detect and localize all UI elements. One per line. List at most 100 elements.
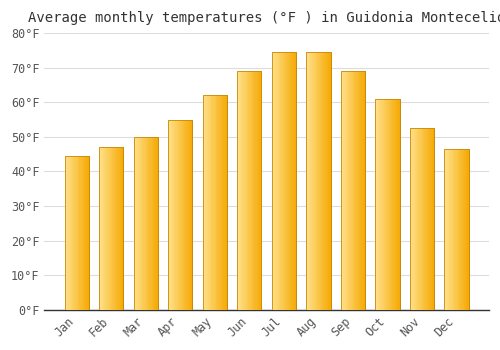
Bar xyxy=(432,128,433,310)
Bar xyxy=(341,71,365,310)
Bar xyxy=(320,52,321,310)
Bar xyxy=(454,149,456,310)
Bar xyxy=(282,52,284,310)
Bar xyxy=(168,120,170,310)
Bar xyxy=(154,137,156,310)
Bar xyxy=(433,128,434,310)
Bar xyxy=(354,71,356,310)
Bar xyxy=(314,52,315,310)
Bar xyxy=(176,120,177,310)
Bar xyxy=(247,71,248,310)
Bar xyxy=(99,147,100,310)
Bar xyxy=(412,128,414,310)
Bar xyxy=(191,120,192,310)
Bar xyxy=(182,120,184,310)
Bar xyxy=(79,156,80,310)
Bar xyxy=(324,52,326,310)
Bar xyxy=(180,120,182,310)
Bar xyxy=(424,128,426,310)
Bar xyxy=(380,99,382,310)
Bar xyxy=(292,52,294,310)
Bar xyxy=(397,99,398,310)
Bar xyxy=(78,156,79,310)
Bar xyxy=(311,52,312,310)
Bar xyxy=(411,128,412,310)
Bar xyxy=(462,149,464,310)
Bar xyxy=(238,71,240,310)
Bar xyxy=(241,71,242,310)
Bar xyxy=(100,147,102,310)
Bar xyxy=(70,156,71,310)
Bar xyxy=(344,71,346,310)
Bar xyxy=(422,128,424,310)
Bar xyxy=(214,96,215,310)
Bar xyxy=(276,52,278,310)
Bar xyxy=(376,99,400,310)
Bar xyxy=(286,52,288,310)
Bar xyxy=(203,96,227,310)
Bar xyxy=(184,120,185,310)
Bar xyxy=(350,71,352,310)
Bar xyxy=(240,71,241,310)
Bar xyxy=(170,120,172,310)
Bar xyxy=(358,71,359,310)
Bar xyxy=(278,52,279,310)
Bar xyxy=(182,120,183,310)
Bar xyxy=(156,137,157,310)
Bar xyxy=(272,52,296,310)
Bar xyxy=(347,71,348,310)
Bar xyxy=(430,128,432,310)
Bar xyxy=(428,128,430,310)
Bar xyxy=(282,52,283,310)
Bar xyxy=(456,149,458,310)
Bar xyxy=(288,52,290,310)
Bar xyxy=(121,147,122,310)
Bar xyxy=(168,120,192,310)
Bar xyxy=(410,128,434,310)
Bar xyxy=(150,137,152,310)
Bar xyxy=(382,99,384,310)
Bar xyxy=(416,128,417,310)
Bar xyxy=(352,71,353,310)
Bar xyxy=(210,96,212,310)
Bar xyxy=(385,99,386,310)
Bar xyxy=(388,99,390,310)
Bar xyxy=(390,99,391,310)
Bar xyxy=(288,52,289,310)
Bar xyxy=(415,128,416,310)
Bar xyxy=(327,52,328,310)
Bar xyxy=(216,96,218,310)
Bar xyxy=(256,71,258,310)
Bar xyxy=(77,156,78,310)
Bar xyxy=(115,147,116,310)
Bar xyxy=(209,96,210,310)
Bar xyxy=(215,96,216,310)
Bar xyxy=(238,71,262,310)
Bar xyxy=(64,156,66,310)
Bar xyxy=(306,52,308,310)
Bar xyxy=(218,96,220,310)
Bar xyxy=(280,52,281,310)
Bar xyxy=(348,71,350,310)
Bar xyxy=(250,71,252,310)
Bar xyxy=(208,96,209,310)
Bar xyxy=(252,71,253,310)
Bar xyxy=(64,156,89,310)
Bar xyxy=(224,96,226,310)
Bar xyxy=(448,149,450,310)
Bar xyxy=(186,120,188,310)
Bar xyxy=(244,71,246,310)
Bar xyxy=(212,96,214,310)
Bar xyxy=(328,52,330,310)
Bar xyxy=(188,120,189,310)
Bar xyxy=(105,147,106,310)
Bar xyxy=(246,71,247,310)
Bar xyxy=(120,147,121,310)
Bar xyxy=(284,52,285,310)
Bar xyxy=(179,120,180,310)
Bar xyxy=(464,149,465,310)
Bar xyxy=(465,149,466,310)
Bar xyxy=(102,147,103,310)
Bar xyxy=(248,71,250,310)
Bar xyxy=(423,128,424,310)
